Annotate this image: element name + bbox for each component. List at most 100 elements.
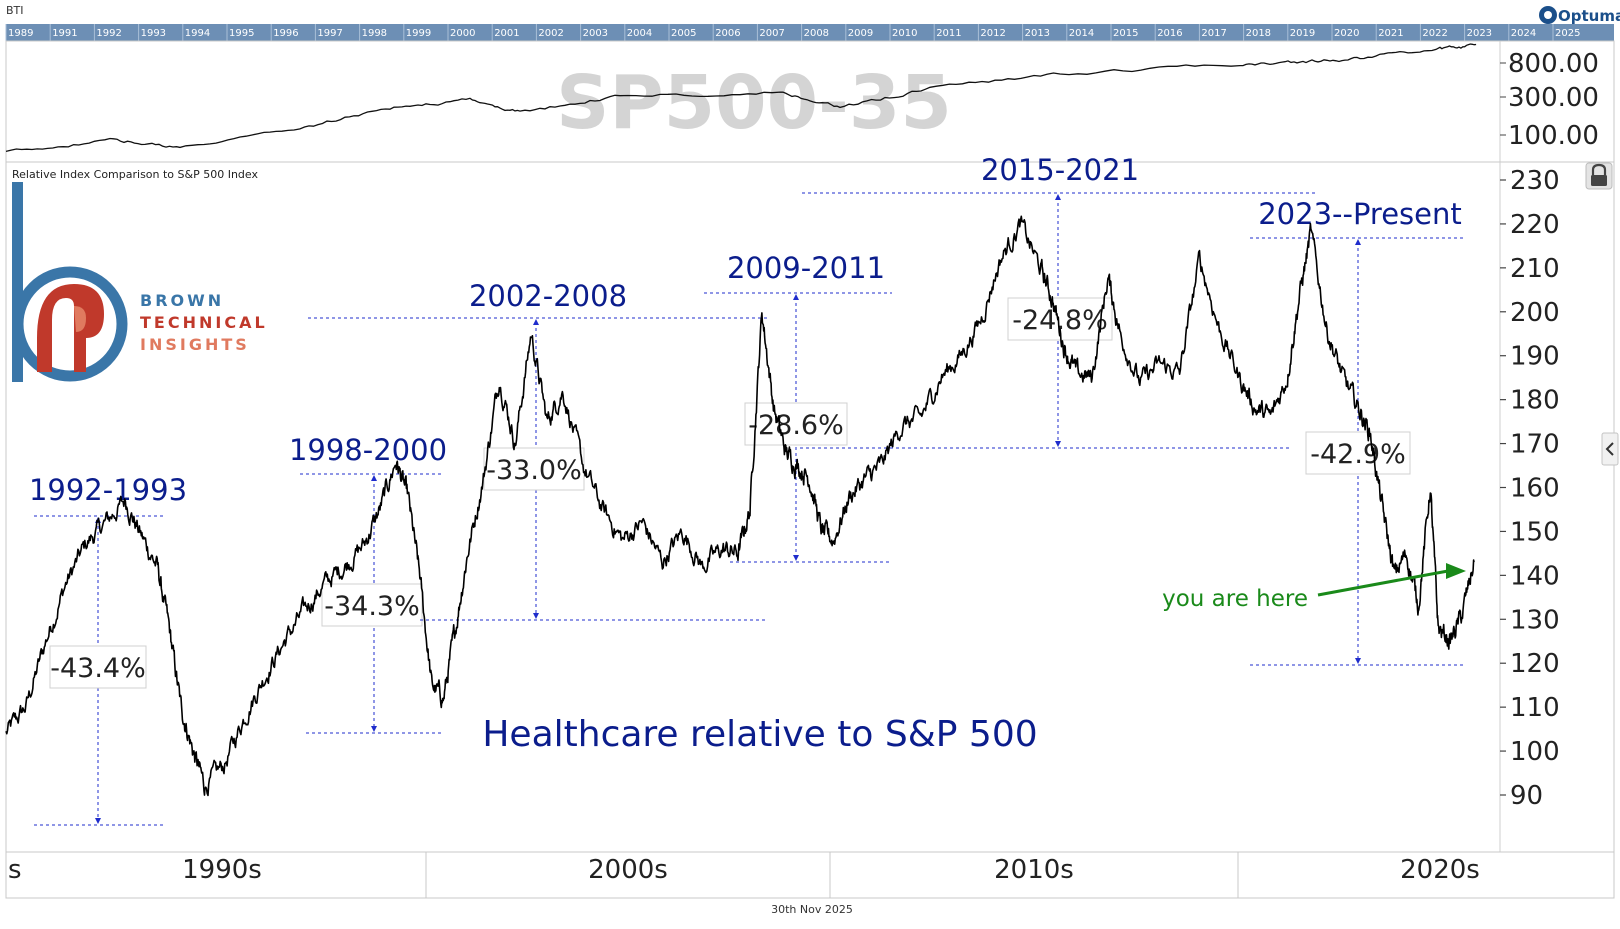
- logo-bar: [12, 182, 23, 382]
- x-decade-label: 2000s: [588, 855, 668, 885]
- y-tick-label: 210: [1510, 254, 1560, 284]
- timeline-year: 2023: [1467, 28, 1492, 39]
- timeline-year: 2018: [1246, 28, 1271, 39]
- drawdown-period-label: 2023--Present: [1258, 197, 1462, 231]
- drawdown-arrow-down: [533, 613, 539, 619]
- drawdown-value-label: -34.3%: [324, 591, 420, 622]
- x-axis: s 1990s 2000s 2010s 2020s: [8, 852, 1480, 898]
- timeline-year: 1994: [185, 28, 210, 39]
- overview-tick-label: 100.00: [1508, 121, 1599, 151]
- timeline-year: 2003: [583, 28, 608, 39]
- timeline-year: 2000: [450, 28, 475, 39]
- drawdown-arrow-down: [1355, 658, 1361, 664]
- timeline-year: 1991: [52, 28, 77, 39]
- timeline-year: 2019: [1290, 28, 1315, 39]
- drawdown-arrow-up: [793, 294, 799, 300]
- timeline-year: 2014: [1069, 28, 1094, 39]
- y-tick-label: 150: [1510, 517, 1560, 547]
- x-decade-label: 1990s: [182, 855, 262, 885]
- drawdown-arrow-down: [1055, 441, 1061, 447]
- drawdown-arrow-down: [371, 726, 377, 732]
- drawdown-value-box: [744, 402, 848, 446]
- timeline-year: 1997: [317, 28, 342, 39]
- timeline-strip[interactable]: [6, 24, 1614, 41]
- timeline-year: 2021: [1378, 28, 1403, 39]
- timeline-years: 1989 1991 1992 1993 1994 1995 1996 1997 1998 1999…: [5, 24, 1580, 41]
- timeline-year: 2016: [1157, 28, 1182, 39]
- y-tick-label: 120: [1510, 649, 1560, 679]
- timeline-year: 2015: [1113, 28, 1138, 39]
- drawdown-arrow-up: [371, 475, 377, 481]
- y-tick-label: 200: [1510, 298, 1560, 328]
- logo-ring: [12, 266, 128, 382]
- y-tick-label: 230: [1510, 166, 1560, 196]
- drawdown-arrow-up: [1055, 194, 1061, 200]
- timeline-year: 2008: [804, 28, 829, 39]
- drawdown-annotations: 1992-1993 -43.4% 1998-2000 -34.3% 2002-2008 -…: [29, 153, 1466, 826]
- y-tick-label: 190: [1510, 342, 1560, 372]
- y-axis: 90 100 110 120 130 140 150 160 170 180 190 200 210 22…: [1500, 166, 1560, 811]
- drawdown-value-box: [1305, 431, 1411, 475]
- y-tick-label: 130: [1510, 605, 1560, 635]
- timeline-year: 2013: [1025, 28, 1050, 39]
- logo-text-brown: BROWN: [140, 291, 224, 310]
- lock-button[interactable]: [1585, 162, 1613, 190]
- relative-strength-line: [5, 215, 1475, 797]
- drawdown-period-label: 2002-2008: [469, 279, 627, 313]
- drawdown-arrow-up: [533, 319, 539, 325]
- overview-watermark: SP500-35: [556, 60, 952, 146]
- current-marker-label: you are here: [1162, 586, 1308, 612]
- timeline-year: 2024: [1511, 28, 1536, 39]
- footer-date: 30th Nov 2025: [771, 903, 853, 916]
- collapse-button-bg: [1601, 432, 1619, 466]
- timeline-year: 2017: [1201, 28, 1226, 39]
- drawdown-value-label: -42.9%: [1310, 439, 1406, 470]
- x-axis-band[interactable]: [5, 851, 1615, 899]
- collapse-panel-button[interactable]: [1601, 432, 1619, 466]
- timeline-year: 2011: [936, 28, 961, 39]
- drawdown-value-label: -28.6%: [748, 410, 844, 441]
- current-marker-arrowhead: [1446, 562, 1466, 579]
- optuma-brand: Optuma: [1539, 6, 1620, 25]
- overview-tick-label: 300.00: [1508, 83, 1599, 113]
- lock-icon-body: [1591, 175, 1607, 186]
- timeline-year: 2010: [892, 28, 917, 39]
- logo-text-technical: TECHNICAL: [140, 313, 268, 332]
- x-decade-label: s: [8, 855, 22, 885]
- drawdown-period-label: 1998-2000: [289, 433, 447, 467]
- drawdown-period-label: 2015-2021: [981, 153, 1139, 187]
- timeline-year: 2020: [1334, 28, 1359, 39]
- timeline-year: 2004: [627, 28, 652, 39]
- y-tick-label: 160: [1510, 474, 1560, 504]
- logo-mark: [37, 284, 104, 372]
- logo-text-insights: INSIGHTS: [140, 335, 250, 354]
- timeline-year: 2012: [980, 28, 1005, 39]
- drawdown-value-label: -43.4%: [50, 653, 146, 684]
- logo-mark-accent: [74, 306, 86, 332]
- drawdown-value-box: [483, 447, 585, 491]
- x-decade-label: 2020s: [1400, 855, 1480, 885]
- current-marker: you are here: [1162, 562, 1466, 612]
- timeline-year: 2025: [1555, 28, 1580, 39]
- drawdown-period-label: 1992-1993: [29, 473, 187, 507]
- current-marker-arrow: [1317, 569, 1449, 597]
- y-tick-label: 170: [1510, 430, 1560, 460]
- y-tick-label: 220: [1510, 210, 1560, 240]
- y-tick-label: 110: [1510, 693, 1560, 723]
- drawdown-period-label: 2009-2011: [727, 251, 885, 285]
- brand-name: Optuma: [1558, 7, 1620, 25]
- chart-title: Relative Index Comparison to S&P 500 Ind…: [12, 168, 258, 181]
- drawdown-value-label: -33.0%: [486, 455, 582, 486]
- chevron-left-icon: [1605, 442, 1614, 456]
- overview-price-line: [5, 43, 1477, 153]
- main-annotation: Healthcare relative to S&P 500: [482, 714, 1037, 755]
- drawdown-arrow-down: [95, 818, 101, 824]
- drawdown-value-box: [49, 645, 147, 689]
- optuma-logo-icon-inner: [1544, 11, 1552, 19]
- y-tick-label: 140: [1510, 561, 1560, 591]
- brown-technical-insights-logo: BROWN TECHNICAL INSIGHTS: [12, 182, 268, 382]
- timeline-year: 1989: [8, 28, 33, 39]
- main-panel: [5, 161, 1615, 853]
